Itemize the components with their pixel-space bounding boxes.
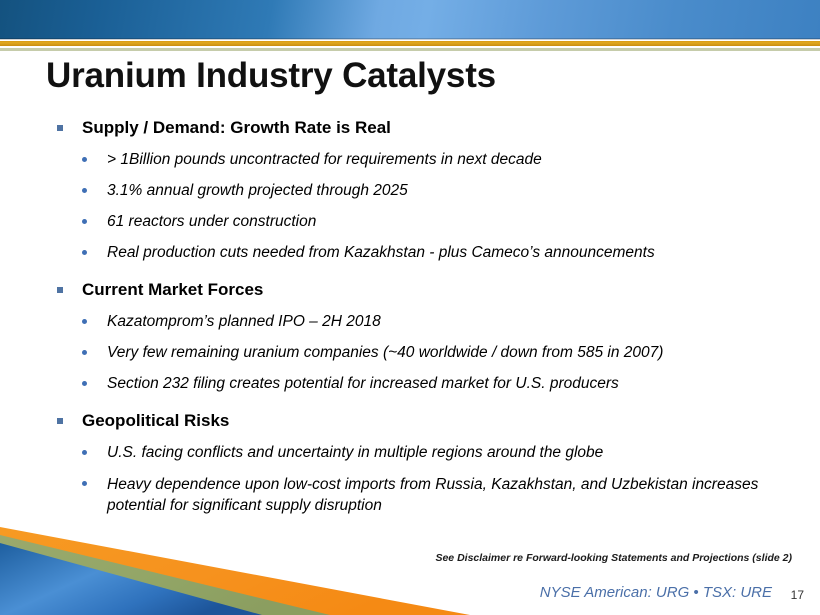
dot-bullet-icon <box>82 157 87 162</box>
olive-divider-rule <box>0 48 820 51</box>
dot-bullet-icon <box>82 188 87 193</box>
slide-body: Supply / Demand: Growth Rate is Real > 1… <box>0 112 820 520</box>
olive-stripe <box>0 535 330 615</box>
list-item: Kazatomprom’s planned IPO – 2H 2018 <box>0 306 820 337</box>
list-item: U.S. facing conflicts and uncertainty in… <box>0 437 820 468</box>
list-item: 61 reactors under construction <box>0 206 820 237</box>
blue-triangle <box>0 543 262 615</box>
list-item-label: U.S. facing conflicts and uncertainty in… <box>107 444 604 461</box>
header-banner <box>0 0 820 39</box>
dot-bullet-icon <box>82 350 87 355</box>
dot-bullet-icon <box>82 450 87 455</box>
dot-bullet-icon <box>82 319 87 324</box>
list-item-label: 3.1% annual growth projected through 202… <box>107 182 408 199</box>
section-heading: Current Market Forces <box>0 274 820 306</box>
corner-decoration <box>0 527 470 615</box>
list-item-label: 61 reactors under construction <box>107 213 317 230</box>
section-heading-label: Current Market Forces <box>82 280 264 299</box>
dot-bullet-icon <box>82 219 87 224</box>
dot-bullet-icon <box>82 481 87 486</box>
orange-stripe <box>0 527 470 615</box>
list-item: 3.1% annual growth projected through 202… <box>0 175 820 206</box>
list-item: Real production cuts needed from Kazakhs… <box>0 237 820 268</box>
section-heading-label: Supply / Demand: Growth Rate is Real <box>82 118 391 137</box>
dot-bullet-icon <box>82 250 87 255</box>
section-heading: Geopolitical Risks <box>0 405 820 437</box>
square-bullet-icon <box>57 125 63 131</box>
dot-bullet-icon <box>82 381 87 386</box>
page-title: Uranium Industry Catalysts <box>46 56 496 95</box>
section-heading: Supply / Demand: Growth Rate is Real <box>0 112 820 144</box>
list-item: > 1Billion pounds uncontracted for requi… <box>0 144 820 175</box>
list-item-label: Very few remaining uranium companies (~4… <box>107 344 664 361</box>
list-item-label: > 1Billion pounds uncontracted for requi… <box>107 151 542 168</box>
list-item-label: Real production cuts needed from Kazakhs… <box>107 244 655 261</box>
ticker-symbols: NYSE American: URG • TSX: URE <box>539 584 772 601</box>
square-bullet-icon <box>57 287 63 293</box>
list-item: Heavy dependence upon low-cost imports f… <box>0 468 820 520</box>
disclaimer-text: See Disclaimer re Forward-looking Statem… <box>435 552 792 564</box>
banner-shadow <box>0 38 820 40</box>
list-item-label: Section 232 filing creates potential for… <box>107 375 619 392</box>
page-number: 17 <box>790 588 804 602</box>
list-item: Section 232 filing creates potential for… <box>0 368 820 399</box>
square-bullet-icon <box>57 418 63 424</box>
section-heading-label: Geopolitical Risks <box>82 411 230 430</box>
list-item: Very few remaining uranium companies (~4… <box>0 337 820 368</box>
gold-divider-rule <box>0 41 820 46</box>
list-item-label: Kazatomprom’s planned IPO – 2H 2018 <box>107 313 381 330</box>
list-item-label: Heavy dependence upon low-cost imports f… <box>107 476 759 514</box>
